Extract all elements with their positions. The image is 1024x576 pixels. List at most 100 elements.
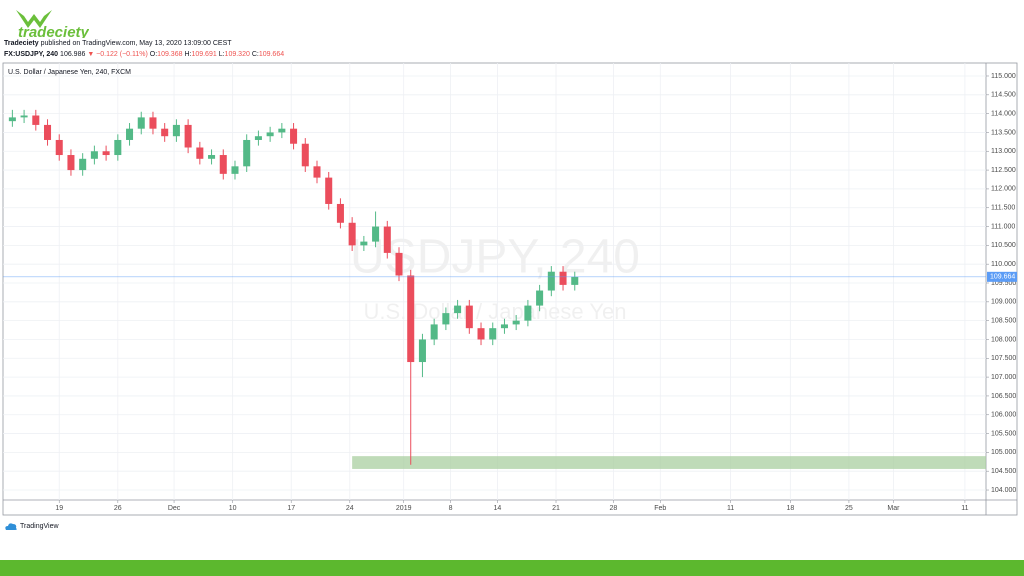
x-tick-label: Feb bbox=[654, 505, 666, 512]
bottom-band bbox=[0, 560, 1024, 576]
logo-shape bbox=[16, 10, 52, 28]
y-tick-label: 108.000 bbox=[991, 336, 1016, 343]
y-tick-label: 107.500 bbox=[991, 355, 1016, 362]
chart-frame bbox=[2, 62, 1018, 516]
x-tick-label: 17 bbox=[287, 505, 295, 512]
x-tick-label: 2019 bbox=[396, 505, 412, 512]
y-tick-label: 109.000 bbox=[991, 299, 1016, 306]
candle-body bbox=[325, 177, 333, 204]
symbol-line: FX:USDJPY, 240 106.986 ▼ −0.122 (−0.11%)… bbox=[4, 51, 284, 58]
y-tick-label: 106.500 bbox=[991, 393, 1016, 400]
candle-body bbox=[149, 117, 157, 129]
x-tick-label: 8 bbox=[449, 505, 453, 512]
candle-body bbox=[219, 155, 227, 174]
y-tick-label: 107.000 bbox=[991, 374, 1016, 381]
candle-body bbox=[360, 241, 368, 246]
candle-body bbox=[79, 158, 87, 171]
publish-line: Tradeciety published on TradingView.com,… bbox=[4, 40, 232, 47]
last-price-label: 109.664 bbox=[990, 274, 1015, 281]
candle-body bbox=[290, 128, 298, 144]
support-zone bbox=[352, 456, 986, 469]
logo bbox=[14, 6, 54, 36]
y-tick-label: 109.500 bbox=[991, 280, 1016, 287]
x-tick-label: 25 bbox=[845, 505, 853, 512]
x-tick-label: 18 bbox=[786, 505, 794, 512]
candle-body bbox=[254, 136, 262, 140]
candle-body bbox=[512, 320, 520, 325]
y-tick-label: 104.000 bbox=[991, 487, 1016, 494]
x-tick-label: 24 bbox=[346, 505, 354, 512]
logo-icon bbox=[16, 10, 52, 28]
watermark: USDJPY, 240 bbox=[350, 231, 640, 284]
candle-body bbox=[454, 305, 462, 314]
footer-brand: TradingView bbox=[20, 523, 59, 530]
y-tick-label: 108.500 bbox=[991, 317, 1016, 324]
candle-body bbox=[44, 124, 52, 140]
candle-body bbox=[313, 166, 321, 178]
y-tick-label: 114.000 bbox=[991, 110, 1016, 117]
candle-body bbox=[372, 226, 380, 242]
candle-body bbox=[500, 324, 508, 329]
candle-body bbox=[243, 139, 251, 167]
candle-body bbox=[407, 275, 415, 363]
candle-body bbox=[90, 151, 98, 159]
x-tick-label: 28 bbox=[610, 505, 618, 512]
candle-body bbox=[336, 203, 344, 223]
candle-body bbox=[102, 151, 110, 156]
x-tick-label: 11 bbox=[961, 505, 968, 512]
candle-body bbox=[547, 271, 555, 291]
y-tick-label: 113.500 bbox=[991, 129, 1016, 136]
x-tick-label: Mar bbox=[887, 505, 900, 512]
y-tick-label: 104.500 bbox=[991, 468, 1016, 475]
h-label: H: bbox=[184, 51, 192, 58]
candle-body bbox=[301, 143, 309, 167]
candle-body bbox=[67, 155, 75, 171]
last-price-box bbox=[987, 271, 1017, 282]
y-tick-label: 111.500 bbox=[991, 205, 1015, 212]
watermark-sub: U.S. Dollar / Japanese Yen bbox=[364, 299, 627, 324]
o-value: 109.368 bbox=[157, 51, 183, 58]
candle-body bbox=[114, 139, 122, 156]
y-tick-label: 105.000 bbox=[991, 449, 1016, 456]
candle-body bbox=[442, 313, 450, 325]
o-label: O: bbox=[149, 51, 158, 58]
c-label: C: bbox=[251, 51, 259, 58]
candle-body bbox=[196, 147, 204, 159]
x-tick-label: 21 bbox=[552, 505, 560, 512]
last: 106.986 bbox=[60, 51, 86, 58]
candle-body bbox=[137, 117, 145, 129]
candle-body bbox=[430, 324, 438, 340]
x-tick-label: 19 bbox=[55, 505, 63, 512]
y-tick-label: 115.000 bbox=[991, 73, 1016, 80]
candle-body bbox=[559, 271, 567, 285]
candle-body bbox=[524, 305, 532, 321]
candle-body bbox=[571, 276, 579, 285]
y-tick-label: 106.000 bbox=[991, 412, 1016, 419]
x-tick-label: 26 bbox=[114, 505, 122, 512]
y-tick-label: 110.500 bbox=[991, 242, 1016, 249]
y-tick-label: 111.000 bbox=[991, 223, 1015, 230]
y-tick-label: 112.500 bbox=[991, 167, 1016, 174]
logo-text: tradeciety bbox=[18, 24, 89, 38]
cloud bbox=[5, 523, 17, 530]
y-tick-label: 105.500 bbox=[991, 430, 1016, 437]
candle-body bbox=[477, 328, 485, 340]
candle-body bbox=[266, 132, 274, 137]
candle-body bbox=[231, 166, 239, 174]
candle-body bbox=[32, 115, 40, 125]
c-value: 109.664 bbox=[258, 51, 285, 58]
y-tick-label: 114.500 bbox=[991, 92, 1016, 99]
candle-body bbox=[55, 139, 63, 156]
change: ▼ −0.122 (−0.11%) bbox=[87, 51, 148, 58]
x-tick-label: 11 bbox=[727, 505, 734, 512]
candle-body bbox=[465, 305, 473, 329]
x-tick-label: 10 bbox=[229, 505, 237, 512]
candle-body bbox=[208, 155, 216, 159]
symbol: FX:USDJPY, 240 bbox=[4, 51, 59, 58]
y-tick-label: 110.000 bbox=[991, 261, 1016, 268]
chart: USDJPY, 240 U.S. Dollar / Japanese Yen 1… bbox=[2, 62, 1018, 516]
candle-body bbox=[184, 124, 192, 148]
y-tick-label: 113.000 bbox=[991, 148, 1016, 155]
candle-body bbox=[278, 128, 286, 133]
